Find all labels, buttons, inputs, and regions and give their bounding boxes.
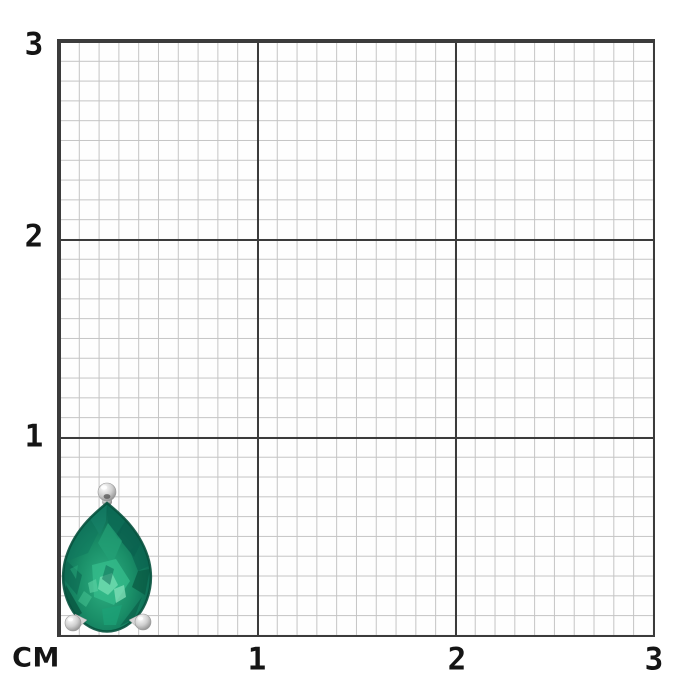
emerald-gemstone-photo: [61, 482, 153, 633]
y-axis-label-2: 2: [24, 218, 44, 255]
x-axis-label-1: 1: [247, 641, 267, 678]
y-axis-label-1: 1: [24, 418, 44, 455]
x-axis-label-2: 2: [447, 641, 467, 678]
unit-label-cm: CM: [12, 642, 60, 674]
bottom-right-prong-ball: [128, 613, 152, 631]
cm-grid-paper: [57, 39, 655, 637]
top-prong-ball: [97, 482, 117, 505]
x-axis-label-3: 3: [644, 641, 664, 678]
emerald-stone: [61, 501, 153, 633]
bottom-left-prong-ball: [64, 613, 88, 632]
y-axis-label-3: 3: [24, 26, 44, 63]
